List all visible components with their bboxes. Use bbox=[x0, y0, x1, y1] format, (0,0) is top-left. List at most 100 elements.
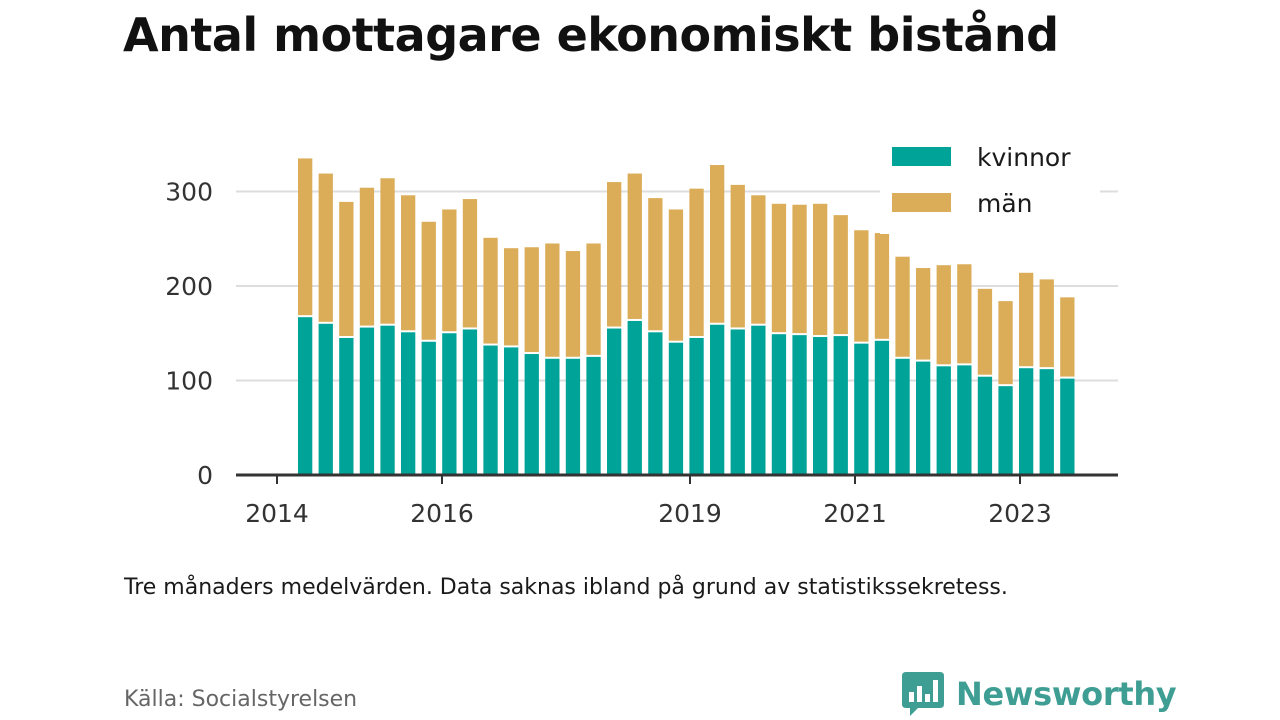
bar-man bbox=[339, 201, 354, 336]
bar-man bbox=[710, 165, 725, 323]
bar-man bbox=[421, 221, 436, 340]
bar-kvinnor bbox=[854, 343, 869, 475]
bar-kvinnor bbox=[936, 366, 951, 475]
bar-kvinnor bbox=[874, 340, 890, 475]
bar-kvinnor bbox=[998, 386, 1013, 475]
bar-man bbox=[957, 264, 972, 364]
bar-man bbox=[1060, 297, 1075, 377]
bar-kvinnor bbox=[751, 325, 766, 475]
stacked-bar-chart: 0 100 200 300 2014 2016 2019 2021 2023 kvinnor … bbox=[165, 136, 1118, 528]
bar-kvinnor bbox=[1039, 369, 1054, 475]
bar-kvinnor bbox=[298, 317, 313, 475]
bar-man bbox=[833, 215, 848, 335]
bar-man bbox=[813, 203, 828, 336]
bar-kvinnor bbox=[689, 337, 704, 475]
bar-kvinnor bbox=[607, 328, 622, 475]
source-credit: Källa: Socialstyrelsen bbox=[124, 687, 358, 712]
bar-kvinnor bbox=[1019, 368, 1034, 475]
bar-kvinnor bbox=[1060, 378, 1075, 475]
chart-note: Tre månaders medelvärden. Data saknas ib… bbox=[124, 575, 1008, 600]
chart-title: Antal mottagare ekonomiskt bistånd bbox=[123, 8, 1059, 62]
legend-label-man: män bbox=[977, 189, 1033, 218]
bar-kvinnor bbox=[545, 358, 560, 475]
bar-kvinnor bbox=[710, 324, 725, 475]
y-tick-label: 200 bbox=[165, 272, 213, 301]
x-tick-label: 2016 bbox=[410, 499, 474, 528]
bar-kvinnor bbox=[442, 333, 457, 475]
bar-man bbox=[483, 237, 498, 344]
bar-man bbox=[668, 209, 684, 341]
bar-kvinnor bbox=[668, 342, 684, 475]
x-tick-label: 2021 bbox=[823, 499, 887, 528]
legend-swatch-kvinnor bbox=[892, 147, 951, 166]
bar-kvinnor bbox=[380, 325, 395, 475]
y-tick-label: 0 bbox=[197, 461, 213, 490]
bar-kvinnor bbox=[895, 358, 910, 475]
x-tick-label: 2014 bbox=[245, 499, 309, 528]
bar-man bbox=[359, 187, 375, 326]
brand-logo-block: Newsworthy bbox=[902, 670, 1177, 718]
bar-kvinnor bbox=[421, 341, 436, 475]
bar-man bbox=[545, 243, 560, 357]
bar-man bbox=[977, 288, 993, 375]
bar-kvinnor bbox=[483, 345, 498, 475]
bar-man bbox=[1039, 279, 1054, 368]
bar-man bbox=[730, 184, 745, 328]
bar-man bbox=[565, 251, 581, 357]
bar-man bbox=[442, 209, 457, 332]
bar-man bbox=[874, 233, 890, 339]
bar-man bbox=[504, 248, 519, 346]
bar-man bbox=[916, 268, 931, 360]
legend-swatch-man bbox=[892, 193, 951, 212]
bar-man bbox=[524, 247, 539, 353]
bar-man bbox=[998, 301, 1013, 385]
bar-man bbox=[854, 230, 869, 342]
bar-man bbox=[771, 203, 787, 333]
x-tick-label: 2023 bbox=[988, 499, 1052, 528]
bar-man bbox=[1019, 272, 1034, 367]
bar-man bbox=[318, 173, 333, 322]
legend-label-kvinnor: kvinnor bbox=[977, 143, 1071, 172]
bar-man bbox=[648, 198, 663, 331]
bar-kvinnor bbox=[524, 354, 539, 475]
bar-kvinnor bbox=[977, 376, 993, 475]
legend: kvinnor män bbox=[880, 136, 1100, 234]
bar-man bbox=[751, 195, 766, 324]
newsworthy-logo-icon bbox=[902, 672, 944, 716]
bar-kvinnor bbox=[813, 337, 828, 475]
bar-kvinnor bbox=[833, 336, 848, 475]
bar-man bbox=[936, 265, 951, 365]
bar-kvinnor bbox=[957, 365, 972, 475]
y-tick-label: 100 bbox=[165, 367, 213, 396]
bars bbox=[298, 158, 1075, 475]
x-axis: 2014 2016 2019 2021 2023 bbox=[245, 475, 1052, 528]
bar-kvinnor bbox=[504, 347, 519, 475]
bar-kvinnor bbox=[401, 332, 416, 475]
bar-kvinnor bbox=[771, 334, 787, 475]
y-axis-tick-labels: 0 100 200 300 bbox=[165, 178, 213, 491]
brand-name: Newsworthy bbox=[956, 675, 1177, 713]
bar-man bbox=[586, 243, 601, 355]
bar-man bbox=[792, 204, 807, 334]
bar-man bbox=[298, 158, 313, 316]
bar-kvinnor bbox=[792, 335, 807, 475]
bar-man bbox=[380, 178, 395, 324]
bar-kvinnor bbox=[627, 320, 642, 475]
bar-kvinnor bbox=[916, 361, 931, 475]
bar-kvinnor bbox=[648, 332, 663, 475]
bar-man bbox=[689, 188, 704, 336]
bar-kvinnor bbox=[565, 358, 581, 475]
bar-kvinnor bbox=[586, 356, 601, 475]
bar-kvinnor bbox=[462, 329, 478, 475]
x-tick-label: 2019 bbox=[658, 499, 722, 528]
bar-man bbox=[401, 195, 416, 331]
bar-kvinnor bbox=[359, 327, 375, 475]
y-tick-label: 300 bbox=[165, 178, 213, 207]
bar-man bbox=[627, 173, 642, 319]
bar-man bbox=[462, 199, 478, 328]
bar-man bbox=[895, 256, 910, 357]
bar-kvinnor bbox=[318, 323, 333, 475]
bar-kvinnor bbox=[730, 329, 745, 475]
bar-kvinnor bbox=[339, 337, 354, 475]
bar-man bbox=[607, 182, 622, 327]
